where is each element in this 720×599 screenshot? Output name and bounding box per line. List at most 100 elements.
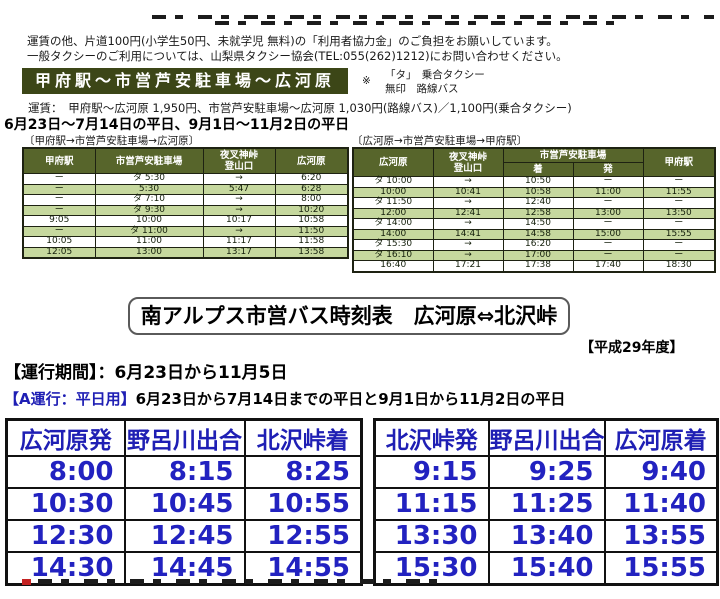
to-hirogawara-rows: 9:15 9:25 9:40 11:15 11:25 11:40 13:30 13:40 13:…	[373, 455, 719, 586]
table-row: 8:00 8:15 8:25	[5, 455, 363, 489]
time-cell: 11:25	[487, 487, 606, 521]
time-cell: 12:30	[5, 519, 126, 553]
schedule-a-line: 【A運行：平日用】6月23日から7月14日までの平日と9月1日から11月2日の平…	[4, 388, 716, 409]
time-cell: 14:50	[502, 218, 574, 230]
outbound-header-hirogawara: 広河原	[274, 147, 349, 174]
time-cell: 17:38	[502, 260, 574, 272]
table-row: 10:00 10:41 10:58 11:00 11:55	[352, 186, 716, 198]
time-cell: 12:55	[243, 519, 363, 553]
time-cell: 16:40	[352, 260, 434, 272]
kitazawa-header-depart: 広河原発	[5, 418, 126, 457]
time-cell: 13:30	[373, 519, 490, 553]
time-cell: 11:15	[373, 487, 490, 521]
clipped-top-text-fragment	[215, 21, 615, 25]
time-cell: 13:55	[603, 519, 719, 553]
table-row: ータ 7:10 → 8:00	[22, 194, 349, 206]
time-cell: ー	[22, 173, 96, 185]
time-cell: 12:45	[123, 519, 246, 553]
time-cell: ー	[642, 218, 716, 230]
time-cell: →	[432, 176, 504, 188]
time-cell: ー	[22, 183, 96, 195]
time-cell: 10:41	[432, 186, 504, 198]
time-cell: ー	[572, 176, 644, 188]
time-cell: 9:05	[22, 215, 96, 227]
time-cell: タ 14:00	[352, 218, 434, 230]
table-row: タ 16:10 → 17:00 ーー	[352, 249, 716, 261]
time-cell: 14:41	[432, 228, 504, 240]
table-row: 12:05 13:00 13:17 13:58	[22, 246, 349, 259]
time-cell: 13:40	[487, 519, 606, 553]
time-cell: 9:25	[487, 455, 606, 489]
time-cell: タ 15:30	[352, 239, 434, 251]
time-cell: 13:58	[274, 246, 349, 259]
time-cell: 5:30	[94, 183, 204, 195]
clipped-top-text-fragment	[152, 15, 714, 19]
legend-bus: 無印 路線バス	[385, 83, 459, 95]
time-cell: 13:50	[642, 207, 716, 219]
time-cell: 15:40	[487, 551, 606, 586]
inbound-caption: 〔広河原→市営芦安駐車場→甲府駅〕	[352, 135, 528, 147]
time-cell: →	[432, 197, 504, 209]
inbound-header-yasha-line2: 登山口	[453, 162, 483, 174]
time-cell: タ 11:00	[94, 225, 204, 237]
city-bus-title: 南アルプス市営バス時刻表 広河原⇔北沢峠	[128, 297, 570, 335]
time-cell: タ 16:10	[352, 249, 434, 261]
time-cell: 12:40	[502, 197, 574, 209]
time-cell: ー	[572, 218, 644, 230]
time-cell: 12:58	[502, 207, 574, 219]
time-cell: 14:00	[352, 228, 434, 240]
kofu-period: 6月23日～7月14日の平日、9月1日～11月2日の平日	[4, 117, 350, 133]
time-cell: 10:00	[94, 215, 204, 227]
time-cell: →	[202, 194, 276, 206]
legend-taxi: 「タ」 乗合タクシー	[385, 69, 485, 81]
legend-asterisk: ※	[362, 75, 371, 87]
time-cell: →	[202, 204, 276, 216]
hirogawara-header-noro: 野呂川出合	[487, 418, 606, 457]
fare-line: 運賃： 甲府駅～広河原 1,950円、市営芦安駐車場～広河原 1,030円(路線…	[28, 101, 572, 115]
time-cell: 10:20	[274, 204, 349, 216]
time-cell: 11:17	[202, 236, 276, 248]
table-row: 11:15 11:25 11:40	[373, 487, 719, 521]
kofu-route-title: 甲府駅～市営芦安駐車場～広河原	[22, 68, 348, 94]
time-cell: ー	[642, 249, 716, 261]
table-row: タ 15:30 → 16:20 ーー	[352, 239, 716, 251]
time-cell: ー	[642, 176, 716, 188]
hirogawara-header-arrive: 広河原着	[603, 418, 719, 457]
table-row: 12:00 12:41 12:58 13:00 13:50	[352, 207, 716, 219]
table-row: ータ 9:30 → 10:20	[22, 204, 349, 216]
time-cell: 10:00	[352, 186, 434, 198]
outbound-table: 甲府駅 市営芦安駐車場 夜叉神峠 登山口 広河原 ータ 5:30 → 6:20 ー 5:…	[22, 147, 349, 259]
time-cell: ー	[22, 194, 96, 206]
table-row: 10:30 10:45 10:55	[5, 487, 363, 521]
time-cell: 10:30	[5, 487, 126, 521]
time-cell: 10:50	[502, 176, 574, 188]
time-cell: 11:50	[274, 225, 349, 237]
inbound-rows: タ 10:00 → 10:50 ーー 10:00 10:41 10:58 11:00 11:55…	[352, 176, 716, 272]
time-cell: ー	[642, 239, 716, 251]
time-cell: タ 5:30	[94, 173, 204, 185]
outbound-header-parking: 市営芦安駐車場	[94, 147, 204, 174]
time-cell: ー	[572, 197, 644, 209]
time-cell: 17:21	[432, 260, 504, 272]
time-cell: ー	[642, 197, 716, 209]
table-row: 14:00 14:41 14:58 15:00 15:55	[352, 228, 716, 240]
time-cell: →	[202, 173, 276, 185]
time-cell: 18:30	[642, 260, 716, 272]
taxi-note-line2: 一般タクシーのご利用については、山梨県タクシー協会(TEL:055(262)12…	[27, 49, 568, 63]
time-cell: ー	[22, 204, 96, 216]
time-cell: タ 11:50	[352, 197, 434, 209]
time-cell: ー	[22, 225, 96, 237]
inbound-header-yasha-line1: 夜叉神峠	[448, 151, 487, 163]
table-row: タ 14:00 → 14:50 ーー	[352, 218, 716, 230]
inbound-header-arrive: 着	[502, 162, 574, 177]
time-cell: 10:45	[123, 487, 246, 521]
table-row: タ 10:00 → 10:50 ーー	[352, 176, 716, 188]
table-row: ー 5:30 5:47 6:28	[22, 183, 349, 195]
time-cell: 15:00	[572, 228, 644, 240]
time-cell: 10:58	[274, 215, 349, 227]
time-cell: 10:05	[22, 236, 96, 248]
time-cell: 10:55	[243, 487, 363, 521]
time-cell: 13:00	[572, 207, 644, 219]
time-cell: 12:41	[432, 207, 504, 219]
